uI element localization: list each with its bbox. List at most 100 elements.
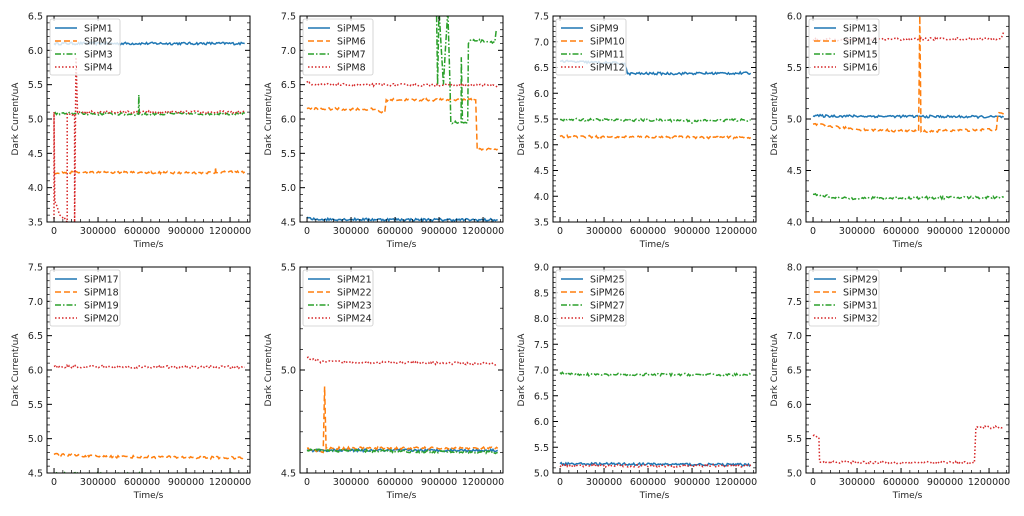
y-tick-label: 6.0 bbox=[787, 12, 802, 23]
y-tick-label: 4.5 bbox=[281, 218, 296, 229]
y-tick-label: 7.0 bbox=[787, 331, 802, 342]
y-tick-label: 6.5 bbox=[281, 80, 296, 91]
y-tick-label: 5.0 bbox=[534, 140, 549, 151]
legend-label: SiPM9 bbox=[590, 24, 619, 35]
subplot-1: 3.5 4.0 4.5 5.0 5.5 6.0 6.5 0 300000 600000 900000… bbox=[11, 12, 251, 251]
y-tick-label: 5.0 bbox=[28, 115, 43, 126]
y-tick-label: 6.0 bbox=[787, 400, 802, 411]
legend-label: SiPM15 bbox=[843, 50, 878, 61]
x-axis-label: Time/s bbox=[386, 491, 417, 501]
series-line-sipm2 bbox=[53, 167, 246, 176]
y-tick-label: 7.0 bbox=[28, 297, 43, 308]
x-axis-label: Time/s bbox=[892, 491, 923, 501]
series-line-sipm6 bbox=[306, 97, 499, 152]
legend-label: SiPM7 bbox=[337, 50, 366, 61]
y-tick-label: 4.5 bbox=[28, 149, 43, 160]
series-line-sipm18 bbox=[53, 452, 245, 461]
y-tick-label: 7.5 bbox=[28, 263, 43, 274]
x-tick-label: 0 bbox=[51, 477, 57, 488]
y-tick-label: 4.5 bbox=[28, 469, 43, 480]
legend-label: SiPM12 bbox=[590, 63, 625, 74]
legend-label: SiPM16 bbox=[843, 63, 878, 74]
series-line-sipm23 bbox=[306, 448, 498, 455]
x-tick-label: 300000 bbox=[80, 226, 116, 237]
y-tick-label: 7.5 bbox=[534, 340, 549, 351]
x-tick-label: 1200000 bbox=[968, 477, 1010, 488]
y-tick-label: 5.0 bbox=[281, 183, 296, 194]
y-tick-label: 7.5 bbox=[787, 297, 802, 308]
x-tick-label: 600000 bbox=[883, 477, 919, 488]
legend-label: SiPM28 bbox=[590, 314, 625, 325]
legend: SiPM21 SiPM22 SiPM23 SiPM24 bbox=[302, 269, 374, 327]
y-tick-label: 3.5 bbox=[28, 218, 43, 229]
x-tick-label: 300000 bbox=[333, 477, 369, 488]
legend: SiPM29 SiPM30 SiPM31 SiPM32 bbox=[808, 269, 880, 327]
legend-label: SiPM13 bbox=[843, 24, 878, 35]
series-line-sipm10 bbox=[559, 133, 752, 141]
legend-label: SiPM1 bbox=[84, 24, 113, 35]
subplot-4: 4.0 4.5 5.0 5.5 6.0 0 300000 600000 900000 120000… bbox=[770, 12, 1010, 251]
x-tick-label: 900000 bbox=[674, 226, 710, 237]
legend-label: SiPM21 bbox=[337, 275, 372, 286]
x-axis-label: Time/s bbox=[133, 491, 164, 501]
legend-label: SiPM11 bbox=[590, 50, 625, 61]
y-tick-label: 7.0 bbox=[534, 37, 549, 48]
y-tick-label: 5.5 bbox=[281, 263, 296, 274]
x-tick-label: 1200000 bbox=[715, 477, 757, 488]
legend-label: SiPM22 bbox=[337, 288, 372, 299]
x-axis-label: Time/s bbox=[892, 240, 923, 250]
x-axis-label: Time/s bbox=[639, 491, 670, 501]
y-tick-label: 7.0 bbox=[534, 366, 549, 377]
y-axis-label: Dark Current/uA bbox=[11, 333, 21, 407]
y-axis-label: Dark Current/uA bbox=[770, 82, 780, 156]
legend-label: SiPM29 bbox=[843, 275, 878, 286]
x-tick-label: 0 bbox=[810, 477, 816, 488]
y-tick-label: 8.0 bbox=[787, 263, 802, 274]
y-tick-label: 6.0 bbox=[534, 417, 549, 428]
y-tick-label: 6.0 bbox=[28, 366, 43, 377]
y-tick-label: 5.0 bbox=[787, 115, 802, 126]
y-axis-label: Dark Current/uA bbox=[517, 333, 527, 407]
legend-label: SiPM5 bbox=[337, 24, 366, 35]
series-line-sipm15 bbox=[812, 192, 1005, 201]
legend-label: SiPM31 bbox=[843, 301, 878, 312]
y-tick-label: 4.0 bbox=[787, 218, 802, 229]
y-axis-label: Dark Current/uA bbox=[264, 333, 274, 407]
x-tick-label: 300000 bbox=[839, 477, 875, 488]
x-tick-label: 600000 bbox=[883, 226, 919, 237]
legend-label: SiPM18 bbox=[84, 288, 119, 299]
y-tick-label: 5.0 bbox=[787, 469, 802, 480]
y-axis-label: Dark Current/uA bbox=[517, 82, 527, 156]
y-tick-label: 7.0 bbox=[281, 46, 296, 57]
series-line-sipm24 bbox=[306, 356, 499, 366]
y-tick-label: 4.5 bbox=[787, 166, 802, 177]
series-line-sipm27 bbox=[559, 371, 752, 378]
x-tick-label: 600000 bbox=[124, 226, 160, 237]
x-tick-label: 1200000 bbox=[209, 226, 251, 237]
series-line-sipm11 bbox=[560, 117, 751, 124]
legend: SiPM9 SiPM10 SiPM11 SiPM12 bbox=[555, 18, 627, 76]
x-tick-label: 600000 bbox=[124, 477, 160, 488]
y-axis-label: Dark Current/uA bbox=[11, 82, 21, 156]
y-tick-label: 5.5 bbox=[28, 80, 43, 91]
y-tick-label: 8.5 bbox=[534, 288, 549, 299]
y-axis-label: Dark Current/uA bbox=[264, 82, 274, 156]
x-tick-label: 300000 bbox=[839, 226, 875, 237]
legend-label: SiPM8 bbox=[337, 63, 366, 74]
y-tick-label: 5.5 bbox=[28, 400, 43, 411]
y-tick-label: 6.0 bbox=[28, 46, 43, 57]
legend-label: SiPM3 bbox=[84, 50, 113, 61]
legend-label: SiPM2 bbox=[84, 37, 113, 48]
legend-label: SiPM6 bbox=[337, 37, 366, 48]
x-tick-label: 600000 bbox=[377, 226, 413, 237]
x-tick-label: 300000 bbox=[333, 226, 369, 237]
x-tick-label: 300000 bbox=[586, 477, 622, 488]
series-line-sipm25 bbox=[559, 461, 752, 468]
x-tick-label: 900000 bbox=[674, 477, 710, 488]
legend-label: SiPM26 bbox=[590, 288, 625, 299]
x-axis-label: Time/s bbox=[639, 240, 670, 250]
series-line-sipm32 bbox=[812, 425, 1005, 466]
x-tick-label: 0 bbox=[304, 477, 310, 488]
y-tick-label: 4.5 bbox=[534, 166, 549, 177]
